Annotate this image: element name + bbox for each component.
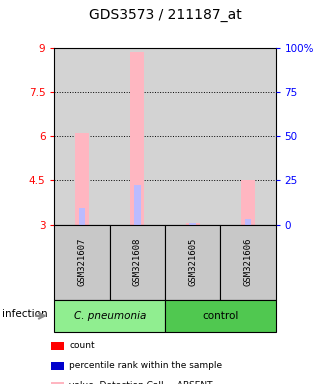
Text: GDS3573 / 211187_at: GDS3573 / 211187_at	[89, 8, 241, 22]
Text: GSM321608: GSM321608	[133, 238, 142, 286]
Text: C. pneumonia: C. pneumonia	[74, 311, 146, 321]
Text: GSM321607: GSM321607	[78, 238, 86, 286]
Bar	[79, 209, 85, 225]
Bar	[130, 53, 144, 225]
Bar	[134, 185, 141, 225]
Text: value, Detection Call = ABSENT: value, Detection Call = ABSENT	[69, 381, 213, 384]
Bar	[245, 219, 251, 225]
Text: infection: infection	[2, 309, 47, 319]
Text: GSM321606: GSM321606	[244, 238, 252, 286]
Bar	[241, 180, 255, 225]
Bar	[186, 223, 200, 225]
Bar	[75, 133, 89, 225]
Text: percentile rank within the sample: percentile rank within the sample	[69, 361, 222, 371]
Text: control: control	[202, 311, 239, 321]
Text: GSM321605: GSM321605	[188, 238, 197, 286]
Bar	[189, 223, 196, 225]
Text: count: count	[69, 341, 95, 351]
